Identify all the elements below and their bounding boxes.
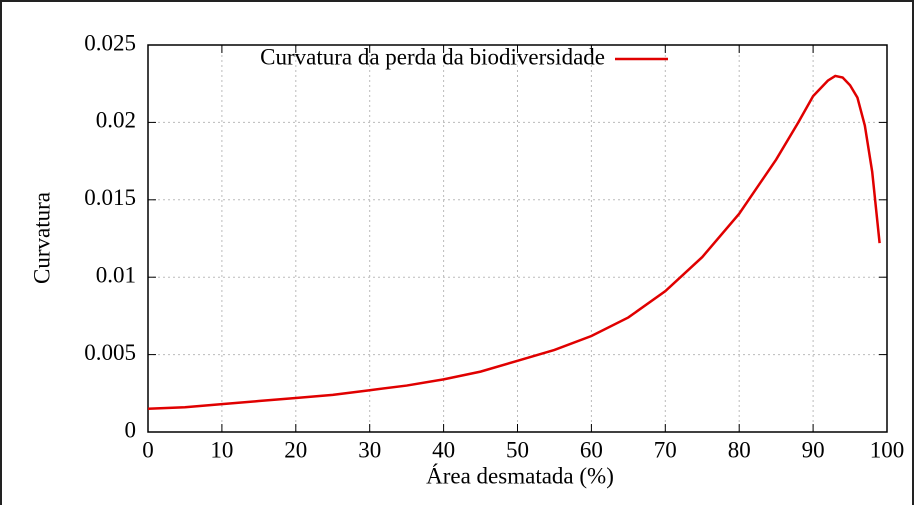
y-tick-label: 0.02 <box>96 108 136 133</box>
y-axis-label: Curvatura <box>29 192 54 284</box>
x-tick-label: 90 <box>802 437 825 462</box>
line <box>147 74 881 411</box>
x-tick-label: 60 <box>580 437 603 462</box>
x-tick-label: 100 <box>870 437 905 462</box>
x-tick-label: 20 <box>284 437 307 462</box>
plot-border <box>147 44 888 433</box>
x-tick-label: 10 <box>210 437 233 462</box>
y-tick-label: 0 <box>125 417 137 442</box>
x-tick-label: 30 <box>358 437 381 462</box>
y-tick-label: 0.015 <box>84 185 136 210</box>
x-tick-label: 50 <box>506 437 529 462</box>
x-tick-label: 70 <box>654 437 677 462</box>
x-tick-label: 40 <box>432 437 455 462</box>
x-tick-label: 0 <box>142 437 154 462</box>
y-tick-label: 0.025 <box>84 30 136 55</box>
y-tick-label: 0.005 <box>84 340 136 365</box>
x-tick-label: 80 <box>728 437 751 462</box>
legend-label: Curvatura da perda da biodiversidade <box>260 44 605 69</box>
y-tick-label: 0.01 <box>96 262 136 287</box>
x-axis-label: Área desmatada (%) <box>426 463 614 488</box>
